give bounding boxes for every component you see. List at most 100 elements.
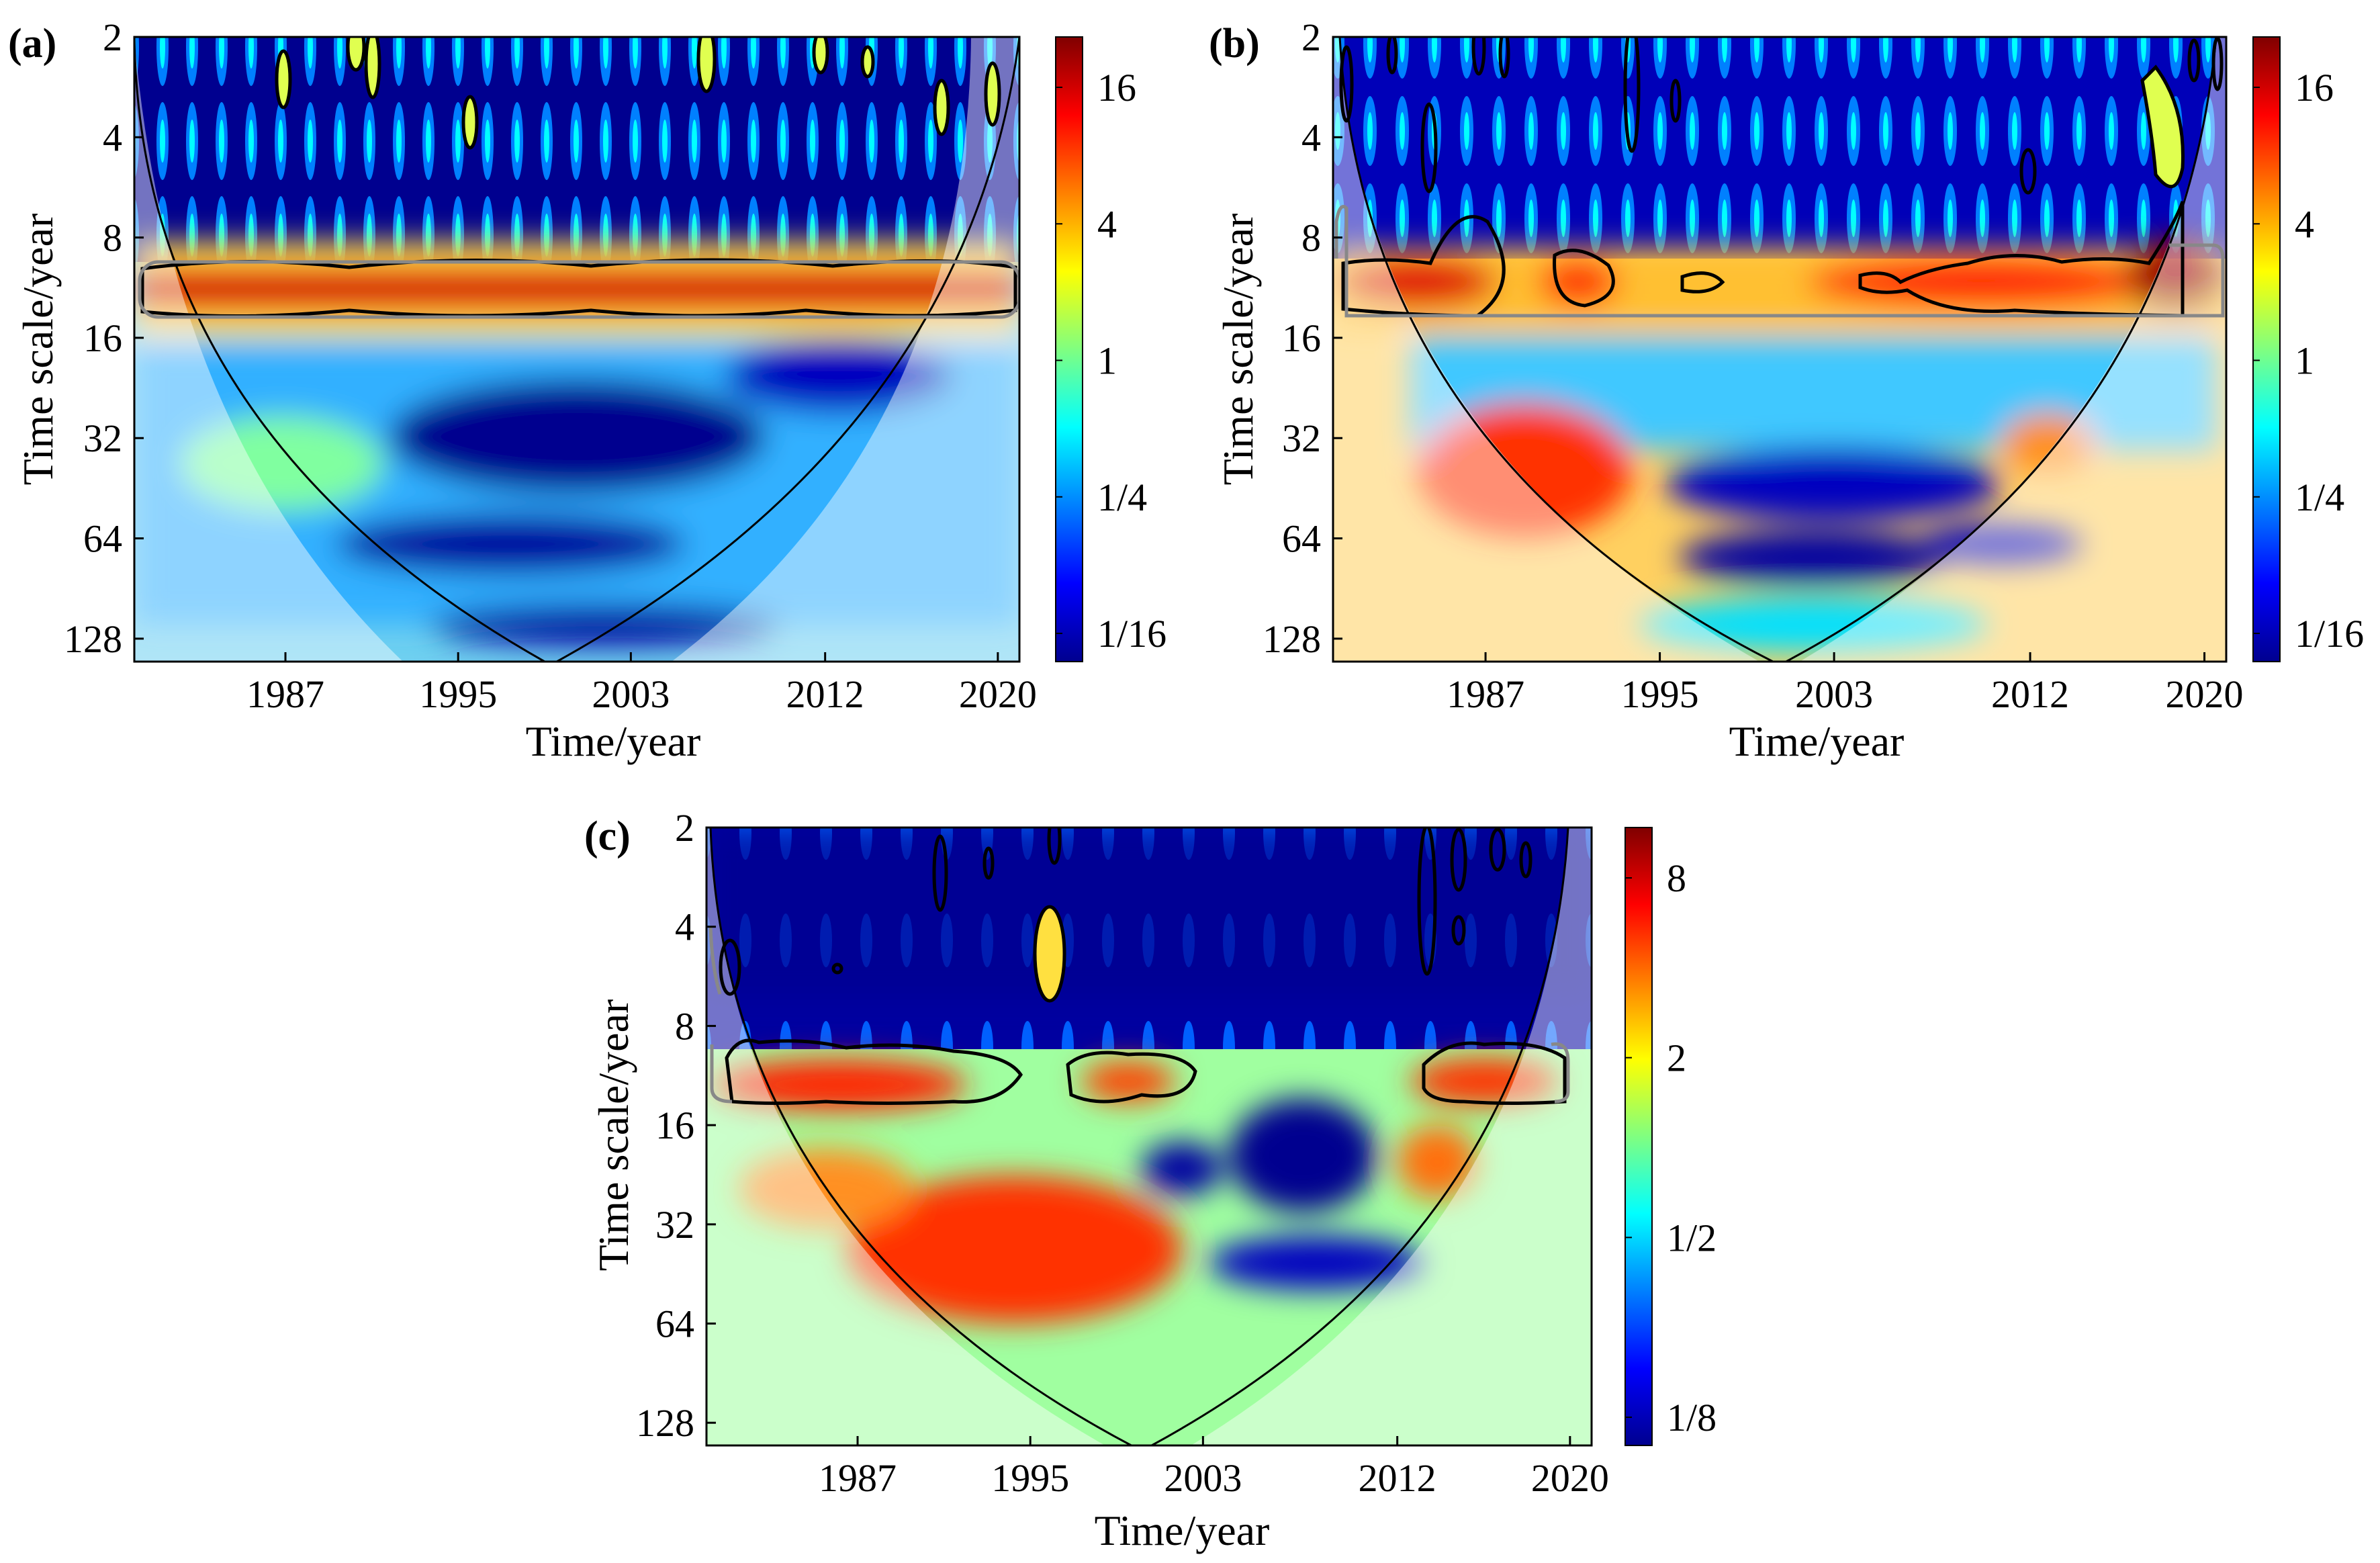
coi-curve-b (1338, 37, 2217, 662)
y-tick-labels-c: 2 4 8 16 32 64 128 (636, 806, 716, 1445)
heatmap-a-small-scale-stripes (134, 37, 1019, 262)
colorbar-tick-labels-c: 8 2 1/2 1/8 (1625, 856, 1717, 1439)
colorbar-tick-label: 1 (1097, 339, 1117, 383)
small-scale-contours-a (275, 37, 1001, 150)
y-tick-label: 8 (103, 216, 122, 260)
heatmap-c-blue-blob-2 (1209, 1236, 1424, 1290)
colorbar-b (2252, 36, 2281, 662)
y-tick-label: 16 (655, 1104, 694, 1147)
panel-label-a: (a) (8, 21, 56, 66)
heatmap-c-band-red-2 (1081, 1061, 1175, 1102)
y-tick-label: 64 (655, 1302, 694, 1346)
y-tick-label: 128 (1263, 617, 1321, 661)
heatmap-a-blue-blob-3 (336, 514, 685, 574)
colorbar-tick-label: 2 (1667, 1036, 1686, 1080)
heatmap-b-band-red-1 (1336, 257, 1498, 308)
heatmap-c-band-red-1 (712, 1059, 967, 1110)
coi-curve-a (134, 37, 1019, 662)
x-tick-label: 1995 (419, 672, 497, 716)
y-tick-label: 2 (103, 15, 122, 59)
colorbar-tick-label: 1 (2295, 339, 2314, 383)
colorbar-tick-label: 16 (2295, 66, 2334, 109)
heatmap-b-blue-blob-3 (1921, 524, 2082, 564)
heatmap-c-top-dark (706, 828, 1592, 995)
heatmap-a-blue-blob-4 (430, 605, 779, 645)
x-tick-label: 2003 (1164, 1456, 1242, 1500)
panel-label-c: (c) (584, 813, 631, 859)
colorbar-tick-label: 1/16 (1097, 612, 1166, 656)
x-tick-label: 2020 (959, 672, 1037, 716)
y-tick-labels-b: 2 4 8 16 32 64 128 (1263, 15, 1342, 661)
x-tick-label: 1987 (246, 672, 324, 716)
heatmap-a-blue-blob-1 (390, 379, 766, 494)
colorbar-tick-label: 1/4 (1097, 476, 1147, 519)
heatmap-a (134, 37, 1019, 662)
heatmap-c-orange-blob-2 (1397, 1125, 1477, 1199)
x-tick-label: 1995 (991, 1456, 1069, 1500)
coi-edge-contour-a (138, 260, 1019, 319)
heatmap-b (1333, 37, 2226, 662)
panel-label-b: (b) (1209, 21, 1260, 66)
colorbar-tick-label: 1/4 (2295, 476, 2344, 519)
heatmap-c-band-red-3 (1410, 1058, 1558, 1105)
x-tick-labels-c: 1987 1995 2003 2012 2020 (819, 1436, 1609, 1500)
y-tick-label: 2 (1301, 15, 1321, 59)
y-tick-label: 4 (103, 116, 122, 159)
panel-a: 2 4 8 16 32 64 128 1987 1995 2003 2012 2020 (a) Ti… (8, 15, 1166, 765)
y-tick-label: 4 (1301, 116, 1321, 159)
y-tick-label: 8 (1301, 216, 1321, 260)
colorbar-tick-label: 8 (1667, 856, 1686, 900)
x-tick-label: 1995 (1621, 672, 1699, 716)
x-axis-title-c: Time/year (1095, 1507, 1270, 1554)
colorbar-tick-label: 4 (2295, 202, 2314, 246)
y-axis-title-a: Time scale/year (14, 214, 62, 486)
y-tick-label: 128 (636, 1401, 694, 1445)
heatmap-a-blue-blob-2 (725, 339, 954, 413)
y-tick-labels-a: 2 4 8 16 32 64 128 (64, 15, 144, 661)
colorbar-tick-label: 16 (1097, 66, 1136, 109)
heatmap-b-band-red-2 (1538, 259, 1618, 306)
colorbar-tick-labels-a: 16 4 1 1/4 1/16 (1056, 66, 1166, 656)
heatmap-b-blue-blob-1 (1665, 447, 2001, 521)
x-tick-label: 2012 (1991, 672, 2069, 716)
plot-frame-a (133, 36, 1021, 663)
heatmap-b-cyan-blob (1639, 598, 1988, 652)
x-tick-label: 2003 (1795, 672, 1873, 716)
y-tick-label: 8 (675, 1004, 694, 1048)
x-tick-label: 2020 (2166, 672, 2244, 716)
y-tick-label: 32 (655, 1203, 694, 1247)
coi-edge-contour-b (1334, 205, 2225, 318)
y-tick-label: 64 (83, 517, 122, 561)
y-tick-label: 128 (64, 617, 122, 661)
heatmap-c-red-blob (846, 1175, 1182, 1323)
heatmap-b-small-scale-stripes (1333, 37, 2226, 259)
coi-edge-contour-c (708, 926, 1570, 1104)
x-tick-label: 1987 (1447, 672, 1524, 716)
y-tick-label: 4 (675, 905, 694, 949)
coi-curve-c (709, 828, 1569, 1445)
heatmap-c-blue-blob-3 (1142, 1142, 1222, 1196)
x-tick-label: 1987 (819, 1456, 897, 1500)
heatmap-b-band-red-4 (2125, 238, 2226, 312)
colorbar-tick-label: 1/8 (1667, 1396, 1717, 1439)
panel-b: 2 4 8 16 32 64 128 1987 1995 2003 2012 2020 (b) Ti… (1209, 15, 2364, 765)
plot-frame-b (1332, 36, 2228, 663)
heatmap-b-orange-blob (2001, 413, 2095, 474)
colorbar-a (1055, 36, 1083, 662)
heatmap-a-dominant-core (134, 277, 1019, 301)
x-tick-label: 2020 (1531, 1456, 1609, 1500)
y-tick-label: 2 (675, 806, 694, 850)
heatmap-c-blue-blob-1 (1229, 1098, 1377, 1212)
x-axis-title-a: Time/year (526, 717, 701, 765)
colorbar-c (1624, 827, 1653, 1446)
y-tick-label: 32 (83, 416, 122, 460)
significance-contours-c (719, 828, 1567, 1105)
x-tick-labels-b: 1987 1995 2003 2012 2020 (1447, 652, 2244, 716)
x-axis-title-b: Time/year (1729, 717, 1905, 765)
colorbar-tick-label: 1/16 (2295, 612, 2364, 656)
heatmap-c (706, 828, 1592, 1445)
colorbar-tick-label: 1/2 (1667, 1216, 1717, 1259)
colorbar-tick-labels-b: 16 4 1 1/4 1/16 (2253, 66, 2364, 656)
y-tick-label: 64 (1282, 517, 1321, 561)
